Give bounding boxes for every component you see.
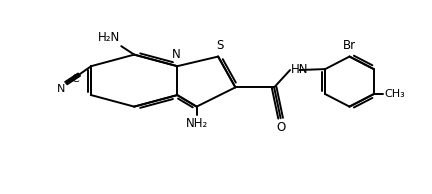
Text: O: O [276, 121, 285, 134]
Text: N: N [172, 48, 181, 61]
Text: Br: Br [343, 39, 356, 52]
Text: NH₂: NH₂ [185, 117, 208, 130]
Text: CH₃: CH₃ [384, 89, 405, 99]
Text: C: C [71, 74, 79, 84]
Text: N: N [57, 84, 65, 94]
Text: S: S [216, 39, 223, 52]
Text: HN: HN [290, 63, 308, 76]
Text: H₂N: H₂N [98, 31, 121, 44]
